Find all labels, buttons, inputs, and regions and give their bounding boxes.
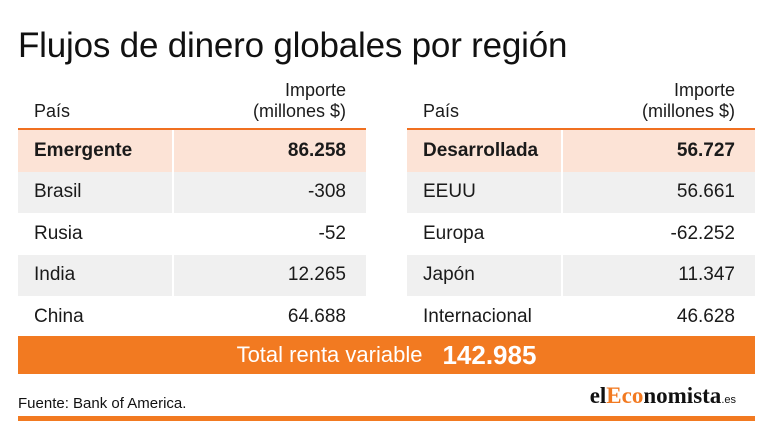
row-value: 46.628: [676, 305, 735, 327]
logo-part1: el: [589, 383, 607, 408]
eleconomista-logo: elEconomista.es: [590, 383, 736, 409]
table-row-china: China 64.688: [18, 296, 366, 338]
column-header-importe-line1: Importe: [673, 80, 735, 100]
row-value: -52: [318, 222, 346, 244]
row-value: 56.727: [563, 130, 755, 172]
column-header-importe-line2: (millones $): [641, 101, 735, 121]
row-name: Internacional: [423, 305, 532, 327]
page-title: Flujos de dinero globales por región: [18, 26, 568, 65]
source-note: Fuente: Bank of America.: [18, 395, 187, 412]
table-row-desarrollada: Desarrollada 56.727: [407, 130, 755, 172]
bottom-accent-line: [18, 416, 755, 421]
table-row-emergente: Emergente 86.258: [18, 130, 366, 172]
row-name: Brasil: [18, 171, 172, 213]
total-bar: Total renta variable 142.985: [18, 336, 755, 374]
row-value: 11.347: [563, 254, 755, 296]
column-header-importe-line2: (millones $): [252, 101, 346, 121]
logo-part2: Eco: [606, 383, 644, 408]
table-row-india: India 12.265: [18, 254, 366, 296]
row-value: -308: [174, 171, 366, 213]
row-name: Europa: [423, 222, 485, 244]
row-name: India: [18, 254, 172, 296]
table-row-europa: Europa -62.252: [407, 213, 755, 255]
row-name: Desarrollada: [407, 130, 561, 172]
row-value: 64.688: [287, 305, 346, 327]
emerging-table: País Importe (millones $) Emergente 86.2…: [18, 80, 366, 338]
table-header: País Importe (millones $): [18, 80, 366, 130]
logo-part3: nomista: [643, 383, 722, 408]
column-header-importe: Importe (millones $): [253, 80, 346, 122]
row-value: 56.661: [563, 171, 755, 213]
row-value: 12.265: [174, 254, 366, 296]
row-name: EEUU: [407, 171, 561, 213]
column-header-pais: País: [423, 101, 460, 121]
row-name: Japón: [407, 254, 561, 296]
column-header-importe: Importe (millones $): [642, 80, 735, 122]
table-row-brasil: Brasil -308: [18, 171, 366, 213]
row-value: -62.252: [670, 222, 735, 244]
table-row-japon: Japón 11.347: [407, 254, 755, 296]
row-name: Rusia: [34, 222, 83, 244]
total-value: 142.985: [442, 339, 537, 370]
column-header-importe-line1: Importe: [284, 80, 346, 100]
column-header-pais: País: [34, 101, 71, 121]
table-header: País Importe (millones $): [407, 80, 755, 130]
total-label: Total renta variable: [236, 342, 423, 367]
table-row-internacional: Internacional 46.628: [407, 296, 755, 338]
row-name: Emergente: [18, 130, 172, 172]
row-value: 86.258: [174, 130, 366, 172]
table-row-rusia: Rusia -52: [18, 213, 366, 255]
row-name: China: [34, 305, 84, 327]
developed-table: País Importe (millones $) Desarrollada 5…: [407, 80, 755, 338]
table-row-eeuu: EEUU 56.661: [407, 171, 755, 213]
logo-suffix: .es: [721, 394, 736, 406]
